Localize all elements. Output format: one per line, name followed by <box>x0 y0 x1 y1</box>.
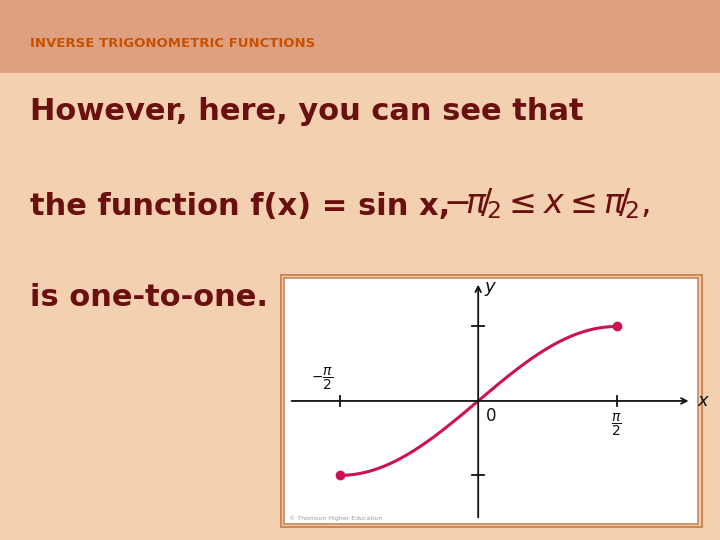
Text: $0$: $0$ <box>485 407 497 425</box>
Text: $-\dfrac{\pi}{2}$: $-\dfrac{\pi}{2}$ <box>311 366 333 392</box>
Bar <box>281 275 702 526</box>
Text: $\dfrac{\pi}{2}$: $\dfrac{\pi}{2}$ <box>611 412 622 438</box>
Text: However, here, you can see that: However, here, you can see that <box>30 97 584 126</box>
Text: © Thomson Higher Education: © Thomson Higher Education <box>289 516 382 521</box>
Text: is one-to-one.: is one-to-one. <box>30 284 269 313</box>
Text: $x$: $x$ <box>697 392 710 410</box>
Text: $y$: $y$ <box>485 280 498 298</box>
Text: $-\!\pi\!/\!_2 \leq x \leq \pi\!/\!_2,$: $-\!\pi\!/\!_2 \leq x \leq \pi\!/\!_2,$ <box>443 186 649 221</box>
Bar <box>0 0 720 73</box>
Text: the function f(x) = sin x,: the function f(x) = sin x, <box>30 192 451 221</box>
Text: INVERSE TRIGONOMETRIC FUNCTIONS: INVERSE TRIGONOMETRIC FUNCTIONS <box>30 37 315 50</box>
